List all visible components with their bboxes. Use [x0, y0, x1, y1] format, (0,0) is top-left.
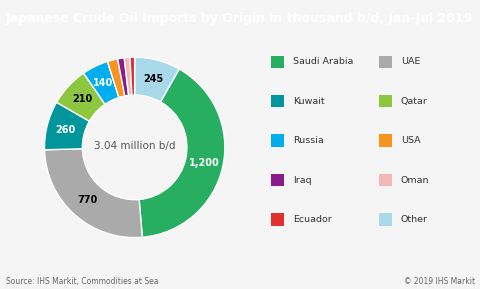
Text: Kuwait: Kuwait — [292, 97, 324, 106]
Wedge shape — [124, 57, 132, 95]
Wedge shape — [45, 149, 142, 238]
Wedge shape — [45, 102, 89, 150]
FancyBboxPatch shape — [378, 95, 392, 108]
Text: Other: Other — [400, 215, 427, 224]
FancyBboxPatch shape — [271, 134, 283, 147]
Wedge shape — [130, 57, 134, 95]
Wedge shape — [84, 62, 119, 104]
Wedge shape — [107, 59, 124, 97]
Text: Saudi Arabia: Saudi Arabia — [292, 57, 352, 66]
Wedge shape — [134, 57, 179, 102]
Text: 770: 770 — [77, 195, 97, 205]
Text: 3.04 million b/d: 3.04 million b/d — [94, 140, 175, 151]
Text: Japanese Crude Oil Imports by Origin in thousand b/d, Jan-Jul 2019: Japanese Crude Oil Imports by Origin in … — [6, 12, 472, 25]
Text: Qatar: Qatar — [400, 97, 427, 106]
FancyBboxPatch shape — [378, 213, 392, 226]
FancyBboxPatch shape — [271, 55, 283, 68]
FancyBboxPatch shape — [271, 95, 283, 108]
Wedge shape — [139, 69, 224, 237]
Wedge shape — [118, 58, 128, 96]
Wedge shape — [57, 73, 105, 121]
Text: 260: 260 — [55, 125, 76, 135]
Text: USA: USA — [400, 136, 420, 145]
Text: Oman: Oman — [400, 176, 429, 185]
Text: Iraq: Iraq — [292, 176, 311, 185]
FancyBboxPatch shape — [378, 55, 392, 68]
Text: Ecuador: Ecuador — [292, 215, 331, 224]
FancyBboxPatch shape — [271, 213, 283, 226]
Text: 245: 245 — [143, 73, 163, 84]
Text: © 2019 IHS Markit: © 2019 IHS Markit — [403, 277, 474, 286]
FancyBboxPatch shape — [378, 134, 392, 147]
FancyBboxPatch shape — [378, 174, 392, 186]
FancyBboxPatch shape — [271, 174, 283, 186]
Text: UAE: UAE — [400, 57, 420, 66]
Text: Source: IHS Markit, Commodities at Sea: Source: IHS Markit, Commodities at Sea — [6, 277, 158, 286]
Text: 210: 210 — [72, 94, 92, 104]
Text: 140: 140 — [93, 78, 113, 88]
Text: Russia: Russia — [292, 136, 323, 145]
Text: 1,200: 1,200 — [189, 158, 219, 168]
